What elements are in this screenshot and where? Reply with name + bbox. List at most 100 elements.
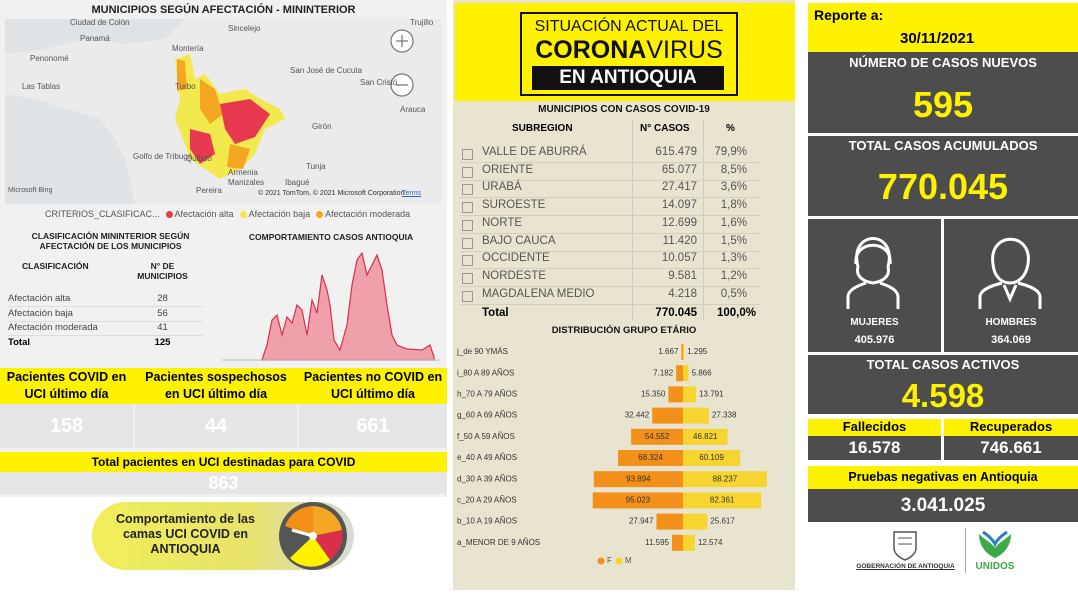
subregion-line [460,232,760,234]
subregion-pct: 0,5% [720,287,747,300]
column-divider [703,120,704,320]
map-place: Montería [172,44,204,53]
bar [676,365,683,382]
subregion-cases: 4.218 [668,287,697,300]
map-terms[interactable]: Terms [402,190,422,197]
legend-label: Afectación alta [174,209,234,219]
subregion-pct: 1,6% [720,216,747,229]
deaths-label: Fallecidos [808,419,941,436]
legend-label: Afectación moderada [325,209,411,219]
bar [656,513,683,530]
data-label: 13.791 [699,390,724,399]
men-box [944,219,1078,352]
map-place: Sincelejo [228,24,261,33]
class-cell: Afectación baja [8,307,73,319]
subregion-pct: 1,5% [720,234,747,247]
uci-header-bar [0,368,447,404]
map-place: Ciudad de Colón [70,18,130,27]
y-tick-label: e_40 A 49 AÑOS [457,453,517,462]
expand-icon [462,166,473,178]
women-value: 405.976 [854,334,895,346]
expand-icon [462,272,473,284]
expand-icon [462,202,473,214]
header-virus: VIRUS [646,36,723,64]
trend-chart [222,251,440,361]
legend-dot [597,557,605,565]
data-label: 1.667 [658,347,679,356]
unidos-text: UNIDOS [975,561,1015,572]
subregion-header: SUBREGION [512,123,573,134]
expand-icon [462,255,473,267]
legend-title: CRITERIOS_CLASIFICAC... [45,209,160,219]
bar [683,407,709,424]
subregion-cases: 10.057 [661,252,697,265]
class-row-line [8,320,203,322]
data-label: 27.338 [712,411,737,420]
data-label: 88.237 [713,474,738,483]
new-label: NÚMERO DE CASOS NUEVOS [849,55,1037,70]
total-label: TOTAL CASOS ACUMULADOS [848,138,1038,153]
subregion-name: VALLE DE ABURRÁ [482,146,587,158]
subregion-name: BAJO CAUCA [482,234,556,247]
deaths-value: 16.578 [808,436,941,460]
subregion-name: SUROESTE [482,199,546,212]
uci-total-label: Total pacientes en UCI destinadas para C… [0,452,447,472]
subregion-line [460,285,760,287]
tests-value: 3.041.025 [808,489,1078,522]
uci-card-value: 158 [0,404,133,448]
person-icons [846,237,1042,309]
bar [593,471,683,488]
bar [683,492,762,509]
y-tick-label: c_20 A 29 AÑOS [457,496,517,505]
map-place: Turbo [175,82,196,91]
bar [683,471,767,488]
uci-total-value: 863 [0,472,447,494]
data-label: 11.595 [645,538,669,547]
bar [683,534,695,551]
class-row-line [8,335,203,336]
subregion-pct: 1,3% [720,252,747,265]
map-place: Trujillo [410,18,434,27]
y-tick-label: i_80 A 89 AÑOS [457,368,514,377]
column-divider [632,120,633,320]
map-place: Las Tablas [22,82,61,91]
gauge-icon [279,502,347,570]
bar [652,407,683,424]
subregion-pct: 3,6% [720,181,747,194]
y-tick-label: h_70 A 79 AÑOS [457,390,517,399]
data-label: 5.866 [692,368,713,377]
subregion-name: NORTE [482,216,523,229]
bar [668,386,683,403]
header-box [520,12,738,96]
legend-item: Afectación baja [239,209,310,219]
legend-label: M [625,556,632,565]
bar [683,386,697,403]
subregion-total: 100,0% [716,307,756,320]
gob-logo [893,531,917,561]
data-label: 82.361 [710,496,735,505]
class-cell: 28 [157,293,168,304]
data-label: 60.109 [699,453,724,462]
expand-icon [462,219,473,231]
subregion-line [460,268,760,270]
map-place: Penonomé [30,54,69,63]
subregion-name: ORIENTE [482,163,534,176]
map-place: Ibagué [285,178,310,187]
header-line3: EN ANTIOQUIA [532,66,724,90]
trend-area [261,251,435,361]
subregion-title: MUNICIPIOS CON CASOS COVID-19 [538,104,710,115]
subregion-name: URABÁ [482,181,522,194]
uci-button-text[interactable]: Comportamiento de las camas UCI COVID en… [116,512,255,556]
subregion-name: MAGDALENA MEDIO [482,287,595,300]
legend-dot [165,210,173,218]
map-place: Manizales [228,178,265,187]
bar [671,534,683,551]
header-corona: CORONA [535,36,647,64]
uci-card-label: Pacientes no COVID en UCI último día [303,370,443,401]
subregion-line [460,215,760,217]
subregion-cases: 27.417 [661,181,697,194]
women-box [808,219,941,352]
bar [592,492,683,509]
subregion-header: N° CASOS [640,123,690,134]
